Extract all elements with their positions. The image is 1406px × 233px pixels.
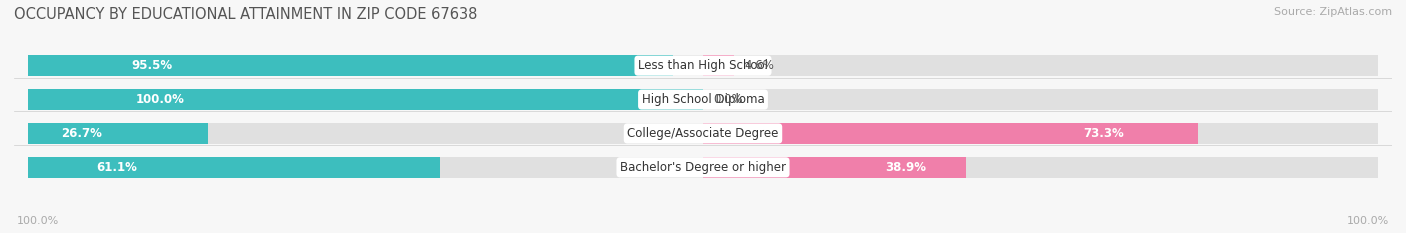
Text: 100.0%: 100.0% [1347,216,1389,226]
Bar [28,55,1378,76]
Bar [703,157,966,178]
Bar [28,157,440,178]
Text: High School Diploma: High School Diploma [641,93,765,106]
Bar [28,157,1378,178]
Text: 95.5%: 95.5% [131,59,172,72]
Text: 61.1%: 61.1% [96,161,138,174]
Text: OCCUPANCY BY EDUCATIONAL ATTAINMENT IN ZIP CODE 67638: OCCUPANCY BY EDUCATIONAL ATTAINMENT IN Z… [14,7,478,22]
Bar [28,123,1378,144]
Text: 38.9%: 38.9% [886,161,927,174]
Bar [28,89,703,110]
Bar [703,123,1198,144]
Bar [28,55,672,76]
Text: 100.0%: 100.0% [17,216,59,226]
Text: Bachelor's Degree or higher: Bachelor's Degree or higher [620,161,786,174]
Text: College/Associate Degree: College/Associate Degree [627,127,779,140]
Text: 100.0%: 100.0% [135,93,184,106]
Text: 0.0%: 0.0% [713,93,742,106]
Text: 26.7%: 26.7% [62,127,103,140]
Bar [703,55,734,76]
Bar [28,123,208,144]
Bar [28,89,1378,110]
Text: 73.3%: 73.3% [1083,127,1123,140]
Text: Less than High School: Less than High School [638,59,768,72]
Text: 4.6%: 4.6% [744,59,775,72]
Text: Source: ZipAtlas.com: Source: ZipAtlas.com [1274,7,1392,17]
